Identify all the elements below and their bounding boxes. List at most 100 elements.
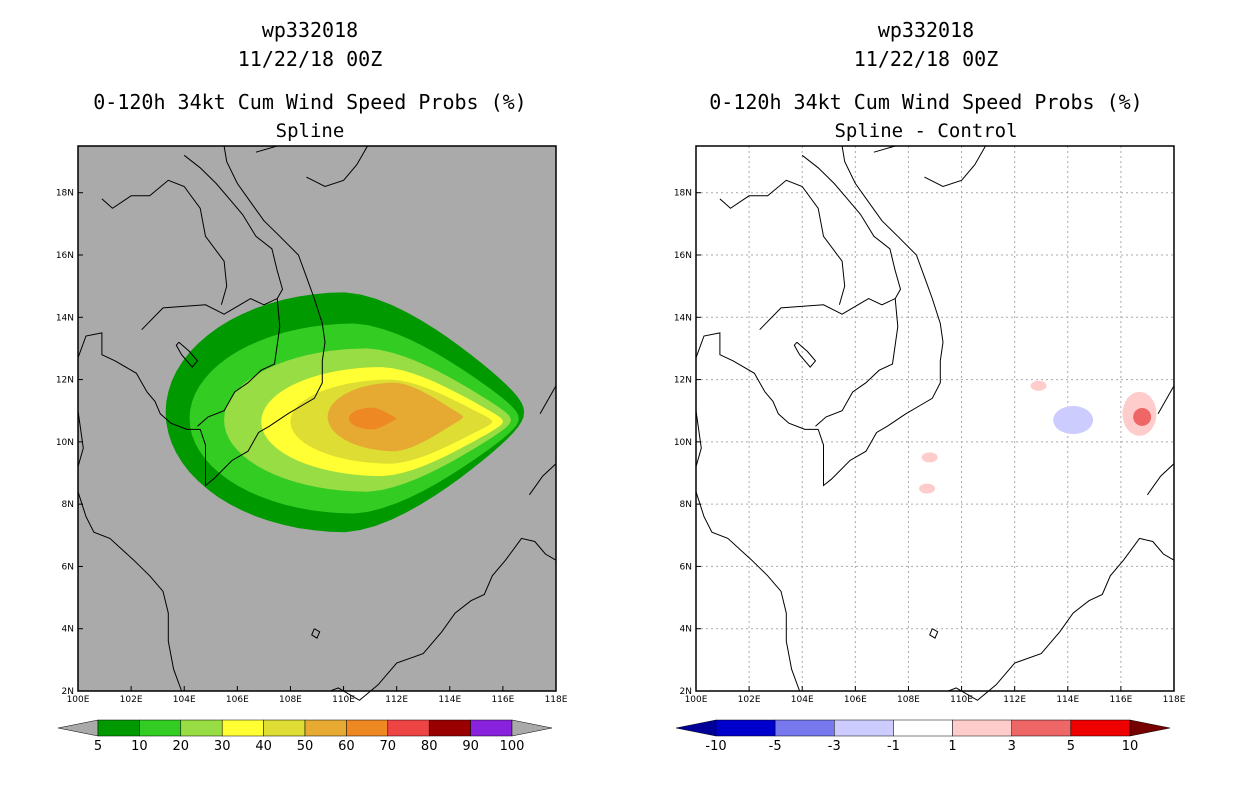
left-coastline — [539, 385, 557, 415]
right-colorbar-label: -5 — [769, 739, 782, 754]
right-colorbar-label: 1 — [948, 739, 956, 754]
right-y-tick-label: 14N — [674, 313, 692, 323]
right-coastline — [801, 154, 902, 299]
right-coastline — [759, 297, 899, 427]
right-x-tick-label: 118E — [1163, 695, 1186, 705]
left-date: 11/22/18 00Z — [237, 47, 383, 71]
left-colorbar-swatch — [139, 719, 182, 737]
left-coastline — [306, 145, 368, 188]
right-coastline — [1157, 385, 1175, 415]
right-colorbar-label: -3 — [828, 739, 841, 754]
left-coastline — [77, 410, 84, 467]
right-date: 11/22/18 00Z — [853, 47, 999, 71]
right-coastline — [924, 145, 986, 188]
right-y-axis: 2N 4N 6N 8N 10N 12N 14N 16N 18N — [674, 189, 701, 697]
left-x-tick-label: 110E — [332, 695, 355, 705]
right-colorbar-swatch — [952, 719, 1012, 737]
left-colorbar-label: 20 — [173, 739, 190, 754]
left-coastline — [77, 145, 326, 487]
right-negative-anomaly — [1053, 406, 1094, 435]
right-coastline — [719, 179, 846, 305]
left-colorbar: 5 10 20 30 40 50 60 70 80 90 100 — [57, 719, 553, 754]
left-storm-id: wp332018 — [261, 18, 359, 42]
right-x-tick-label: 102E — [738, 695, 761, 705]
left-x-tick-label: 100E — [67, 695, 90, 705]
left-x-axis: 100E 102E 104E 106E 108E 110E 112E 114E 116E 118E — [67, 686, 568, 705]
right-colorbar-swatch — [834, 719, 894, 737]
left-y-tick-label: 18N — [56, 189, 74, 199]
right-positive-anomaly — [1133, 407, 1152, 426]
right-x-tick-label: 100E — [685, 695, 708, 705]
left-chart-subtitle: Spline — [275, 120, 345, 142]
right-gridlines — [696, 146, 1174, 691]
left-y-tick-label: 2N — [62, 687, 74, 697]
left-y-tick-label: 16N — [56, 251, 74, 261]
right-colorbar-label: -10 — [705, 739, 726, 754]
right-coastline — [873, 145, 896, 153]
right-y-tick-label: 2N — [680, 687, 692, 697]
right-coastline — [948, 537, 1175, 701]
right-y-tick-label: 16N — [674, 251, 692, 261]
left-y-axis: 2N 4N 6N 8N 10N 12N 14N 16N 18N — [56, 189, 83, 697]
right-positive-anomaly — [921, 452, 938, 463]
left-colorbar-swatch — [97, 719, 140, 737]
right-x-axis: 100E 102E 104E 106E 108E 110E 112E 114E 116E 118E — [685, 686, 1186, 705]
right-map-frame — [695, 145, 1175, 692]
left-x-tick-label: 118E — [545, 695, 568, 705]
left-colorbar-swatch — [346, 719, 389, 737]
left-colorbar-low-arrow — [57, 719, 99, 737]
left-y-tick-label: 12N — [56, 376, 74, 386]
right-y-tick-label: 12N — [674, 376, 692, 386]
right-y-tick-label: 4N — [680, 625, 692, 635]
left-colorbar-swatch — [263, 719, 306, 737]
left-x-tick-label: 106E — [226, 695, 249, 705]
left-coastline — [330, 537, 557, 701]
left-coastline — [255, 145, 278, 153]
right-colorbar-swatch — [774, 719, 835, 737]
right-difference-map: 100E 102E 104E 106E 108E 110E 112E 114E 116E 118E… — [674, 145, 1186, 754]
right-colorbar-label: 3 — [1008, 739, 1016, 754]
right-coastline — [929, 628, 939, 639]
left-y-tick-label: 8N — [62, 500, 74, 510]
left-colorbar-high-arrow — [511, 719, 553, 737]
right-map-background — [696, 146, 1174, 691]
right-coastline — [793, 341, 817, 368]
right-coastline — [695, 410, 702, 467]
right-x-tick-label: 114E — [1056, 695, 1079, 705]
left-coastlines — [77, 145, 557, 701]
right-x-tick-label: 110E — [950, 695, 973, 705]
left-y-tick-label: 10N — [56, 438, 74, 448]
right-coastline — [695, 491, 801, 692]
left-y-tick-label: 14N — [56, 313, 74, 323]
left-contour-60 — [348, 407, 397, 430]
right-storm-id: wp332018 — [877, 18, 975, 42]
right-colorbar-low-arrow — [675, 719, 717, 737]
left-x-tick-label: 114E — [438, 695, 461, 705]
right-x-tick-label: 112E — [1003, 695, 1026, 705]
left-coastline — [175, 341, 199, 368]
left-colorbar-swatch — [470, 719, 513, 737]
right-colorbar-swatch — [715, 719, 776, 737]
left-colorbar-swatch — [221, 719, 264, 737]
left-colorbar-label: 100 — [500, 739, 525, 754]
right-x-tick-label: 104E — [791, 695, 814, 705]
left-x-tick-label: 102E — [120, 695, 143, 705]
left-colorbar-label: 30 — [214, 739, 231, 754]
left-x-tick-label: 112E — [385, 695, 408, 705]
left-colorbar-label: 5 — [94, 739, 102, 754]
right-y-tick-label: 18N — [674, 189, 692, 199]
left-colorbar-label: 60 — [338, 739, 355, 754]
left-colorbar-label: 50 — [297, 739, 314, 754]
left-colorbar-label: 90 — [462, 739, 479, 754]
left-colorbar-swatch — [304, 719, 347, 737]
left-colorbar-swatch — [428, 719, 471, 737]
right-coastline — [695, 145, 944, 487]
right-y-tick-label: 6N — [680, 562, 692, 572]
left-coastline — [311, 628, 321, 639]
right-chart-subtitle: Spline - Control — [834, 120, 1018, 142]
left-coastline — [183, 154, 284, 299]
right-x-tick-label: 116E — [1109, 695, 1132, 705]
right-y-tick-label: 10N — [674, 438, 692, 448]
left-x-tick-label: 108E — [279, 695, 302, 705]
left-y-tick-label: 4N — [62, 625, 74, 635]
